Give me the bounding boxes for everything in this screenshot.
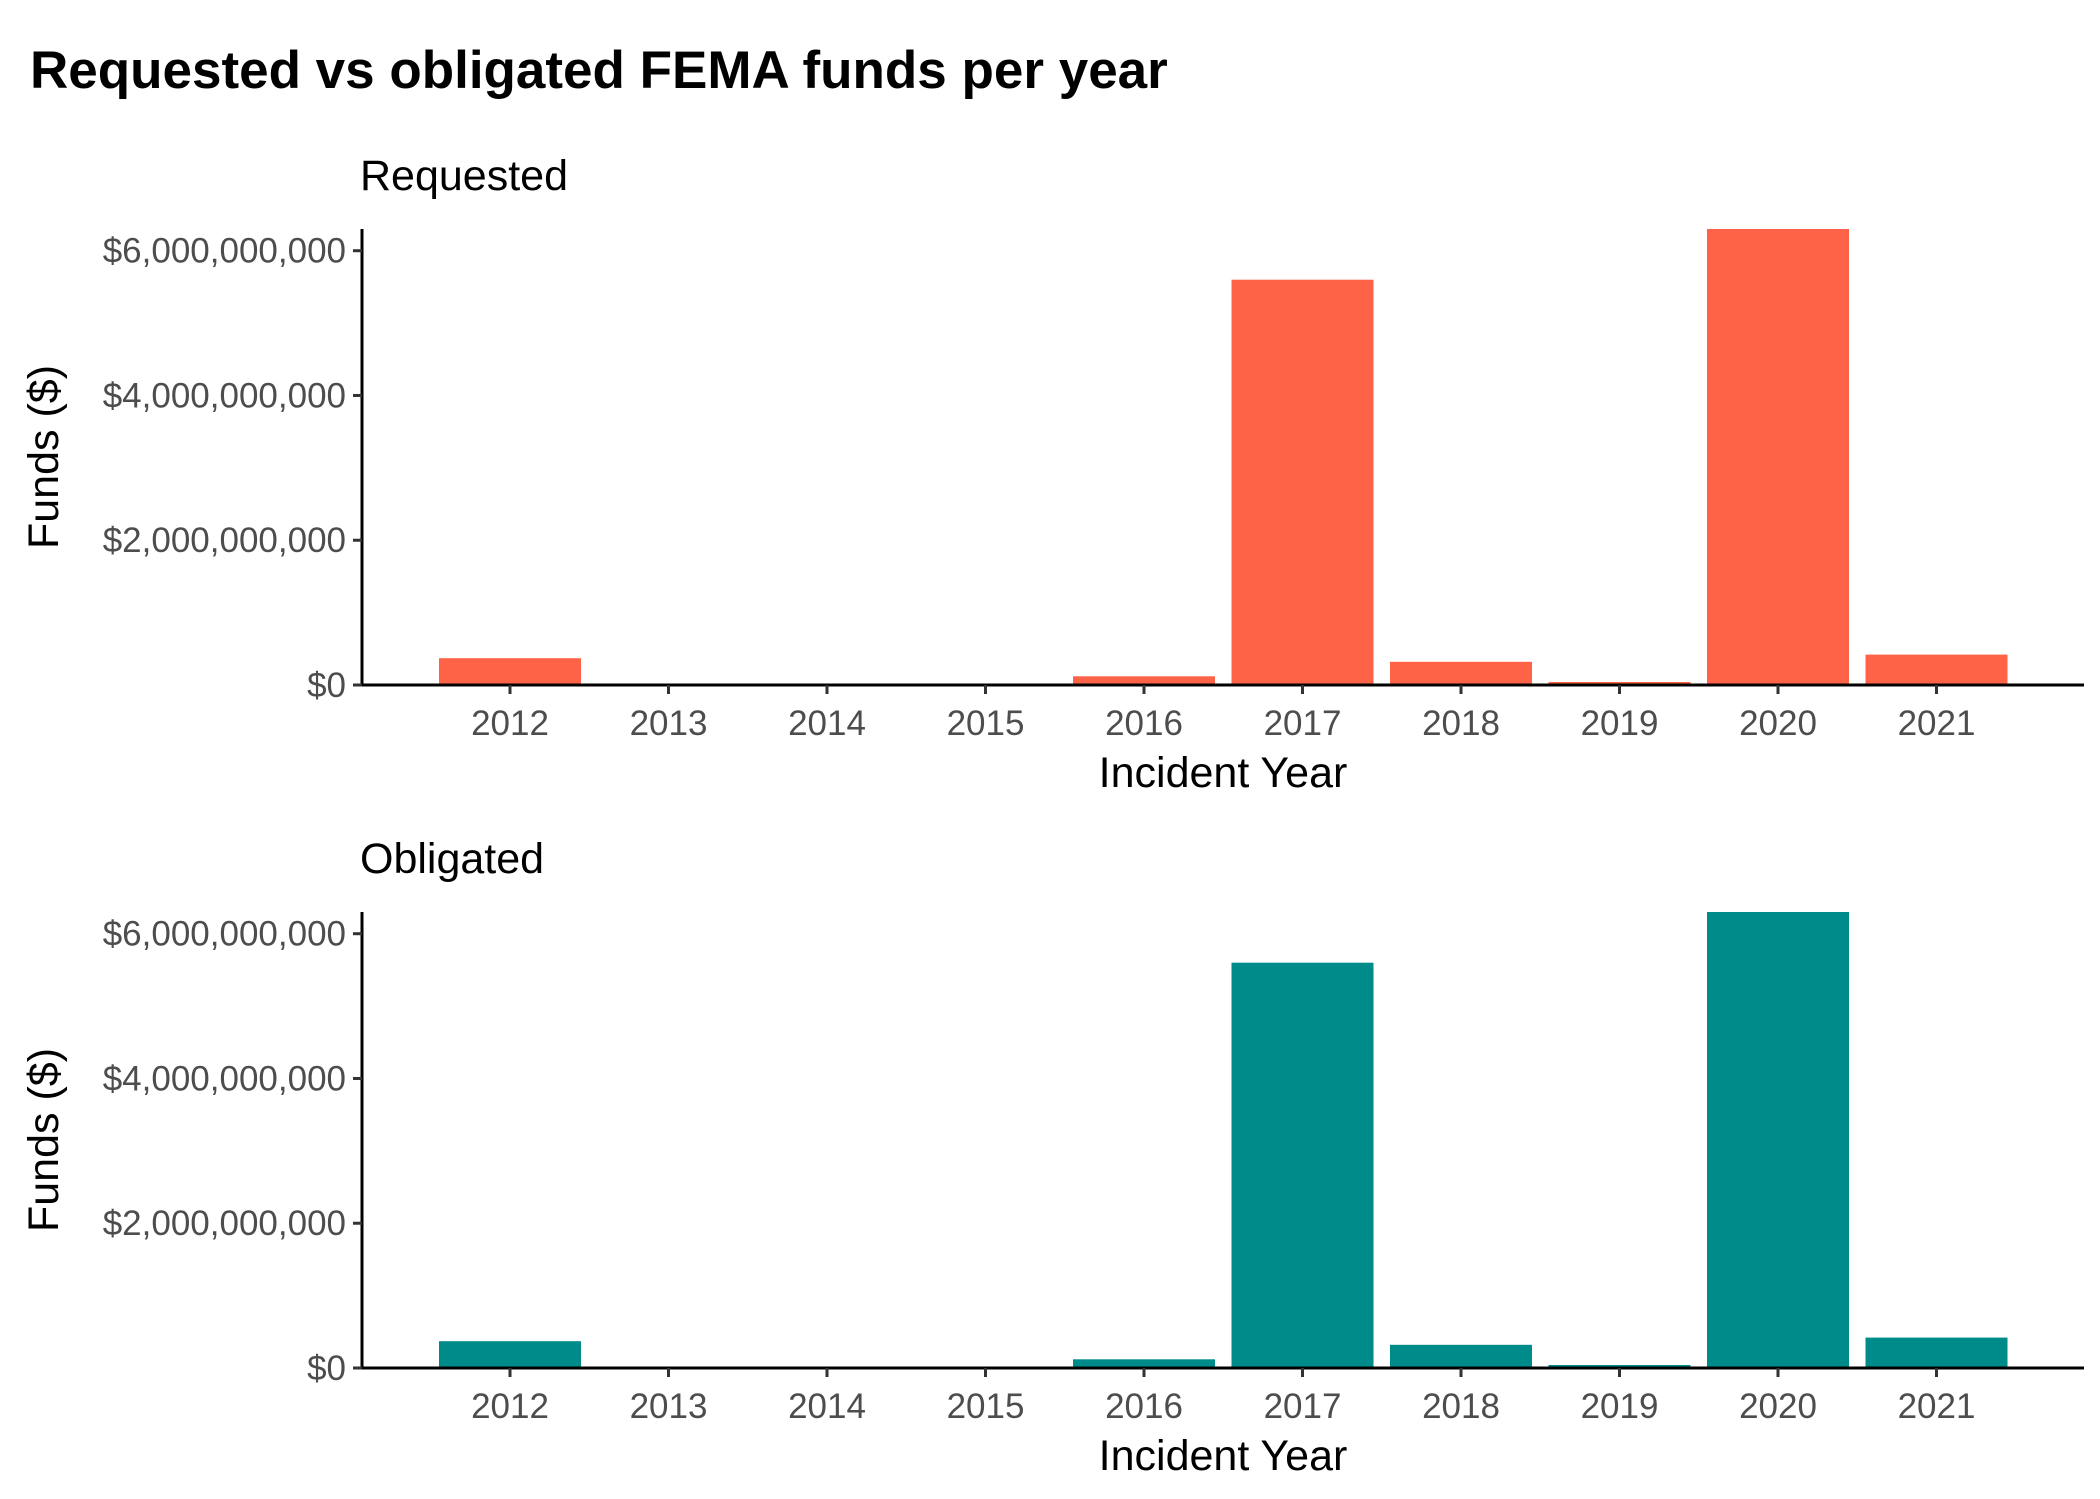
x-tick-label: 2019 (1581, 704, 1659, 743)
panel-subtitle: Requested (360, 152, 568, 200)
bar-2017 (1231, 279, 1374, 685)
y-tick-label: $0 (307, 1349, 346, 1388)
y-tick-label: $0 (307, 666, 346, 705)
bar-2021 (1865, 1337, 2008, 1368)
bar-2016 (1073, 676, 1215, 685)
x-tick-label: 2015 (947, 704, 1025, 743)
x-tick-label: 2013 (630, 704, 708, 743)
panel-subtitle: Obligated (360, 835, 544, 883)
x-tick-label: 2015 (947, 1387, 1025, 1426)
x-axis-title: Incident Year (1099, 749, 1348, 797)
x-tick-label: 2018 (1422, 704, 1500, 743)
y-tick-label: $6,000,000,000 (103, 915, 346, 954)
bar-2020 (1707, 229, 1849, 685)
bar-2017 (1231, 962, 1374, 1368)
y-tick-label: $2,000,000,000 (103, 521, 346, 560)
bar-2018 (1390, 661, 1532, 685)
x-tick-label: 2016 (1105, 1387, 1183, 1426)
y-axis-title: Funds ($) (20, 1048, 68, 1232)
x-tick-label: 2020 (1739, 704, 1817, 743)
x-tick-label: 2012 (471, 1387, 549, 1426)
x-tick-label: 2014 (788, 704, 866, 743)
x-axis-title: Incident Year (1099, 1432, 1348, 1480)
x-tick-label: 2020 (1739, 1387, 1817, 1426)
panel-requested: Requested $0 $2,000,000,000 $4,000,000,000 $… (20, 152, 2084, 797)
bar-2012 (439, 1341, 581, 1368)
x-tick-label: 2021 (1898, 704, 1976, 743)
x-tick-label: 2017 (1264, 704, 1342, 743)
x-tick-label: 2021 (1898, 1387, 1976, 1426)
y-tick-label: $2,000,000,000 (103, 1204, 346, 1243)
x-tick-label: 2019 (1581, 1387, 1659, 1426)
chart-title: Requested vs obligated FEMA funds per ye… (30, 41, 1168, 100)
x-tick-label: 2013 (630, 1387, 708, 1426)
bar-2021 (1865, 654, 2008, 685)
bar-2012 (439, 658, 581, 685)
y-tick-label: $4,000,000,000 (103, 376, 346, 415)
x-tick-label: 2018 (1422, 1387, 1500, 1426)
x-tick-label: 2012 (471, 704, 549, 743)
bar-2016 (1073, 1359, 1215, 1368)
bar-2018 (1390, 1344, 1532, 1368)
panel-obligated: Obligated $0 $2,000,000,000 $4,000,000,000 $… (20, 835, 2084, 1480)
bar-2020 (1707, 912, 1849, 1368)
y-tick-label: $4,000,000,000 (103, 1059, 346, 1098)
x-tick-label: 2014 (788, 1387, 866, 1426)
x-tick-label: 2016 (1105, 704, 1183, 743)
y-tick-label: $6,000,000,000 (103, 232, 346, 271)
x-tick-label: 2017 (1264, 1387, 1342, 1426)
y-axis-title: Funds ($) (20, 365, 68, 549)
